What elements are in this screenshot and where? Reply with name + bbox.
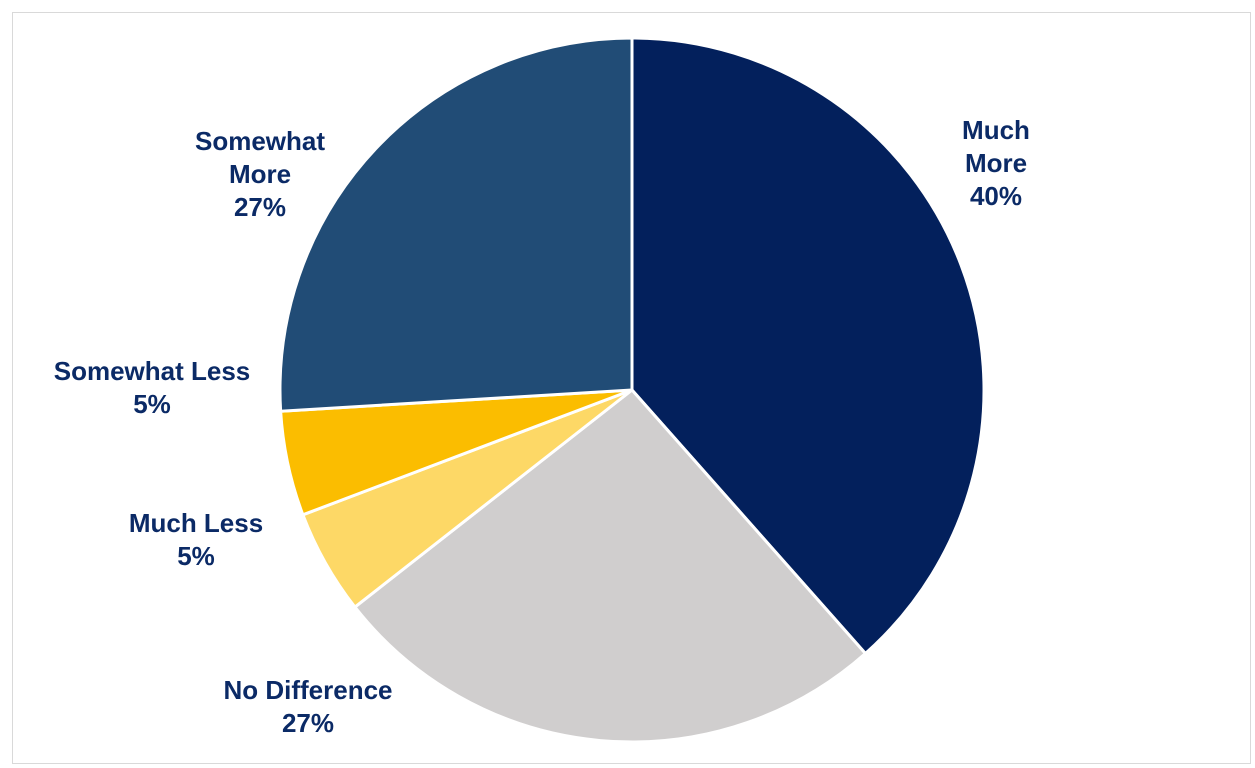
slice-percent-label: 40% bbox=[970, 181, 1022, 211]
pie-slices bbox=[278, 36, 986, 744]
slice-category-label: Somewhat Less bbox=[54, 356, 251, 386]
pie-slice-somewhat-more bbox=[278, 36, 634, 413]
slice-label-somewhat-more: Somewhat More 27% bbox=[195, 126, 325, 222]
slice-percent-label: 27% bbox=[234, 192, 286, 222]
slice-label-much-less: Much Less 5% bbox=[129, 508, 263, 571]
slice-category-label: More bbox=[965, 148, 1027, 178]
pie-slice-much-more bbox=[630, 36, 986, 655]
slice-category-label: More bbox=[229, 159, 291, 189]
slice-category-label: Somewhat bbox=[195, 126, 325, 156]
slice-label-no-difference: No Difference 27% bbox=[223, 675, 392, 738]
slice-label-much-more: Much More 40% bbox=[962, 115, 1030, 211]
slice-percent-label: 5% bbox=[133, 389, 171, 419]
slice-category-label: Much Less bbox=[129, 508, 263, 538]
slice-percent-label: 5% bbox=[177, 541, 215, 571]
pie-labels: Much More 40%No Difference 27%Much Less 5%So… bbox=[54, 115, 1030, 738]
slice-label-somewhat-less: Somewhat Less 5% bbox=[54, 356, 251, 419]
slice-category-label: No Difference bbox=[223, 675, 392, 705]
pie-slice-no-difference bbox=[353, 388, 867, 744]
slice-category-label: Much bbox=[962, 115, 1030, 145]
slice-percent-label: 27% bbox=[282, 708, 334, 738]
